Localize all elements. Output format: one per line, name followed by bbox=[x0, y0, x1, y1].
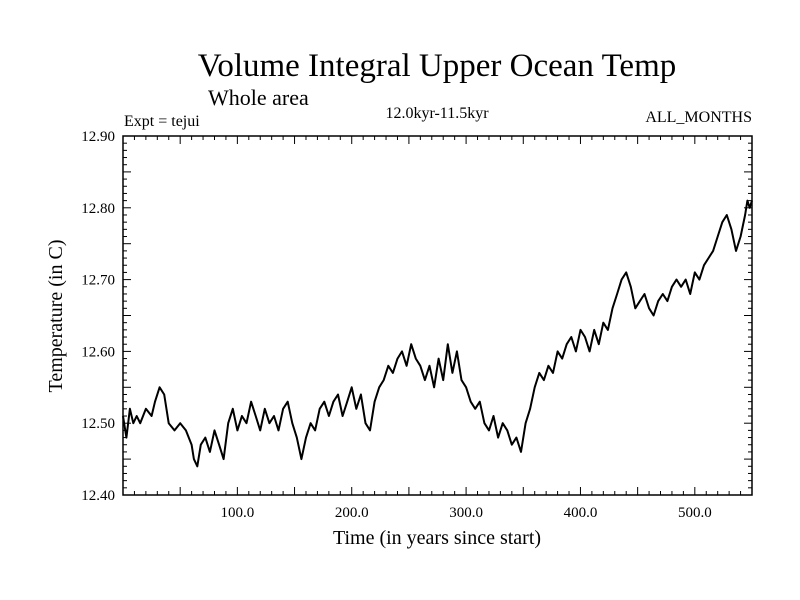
x-axis-label: Time (in years since start) bbox=[333, 527, 541, 549]
plot-frame bbox=[122, 135, 753, 496]
axis-tick-labels: 100.0 200.0 300.0 400.0 500.0 12.40 12.50 12.60… bbox=[81, 129, 711, 521]
y-tick-label: 12.40 bbox=[81, 488, 115, 504]
time-range-label: 12.0kyr-11.5kyr bbox=[385, 105, 489, 122]
x-tick-label: 400.0 bbox=[564, 505, 598, 521]
y-tick-label: 12.50 bbox=[81, 416, 115, 432]
y-tick-label: 12.90 bbox=[81, 129, 115, 145]
y-tick-label: 12.80 bbox=[81, 201, 115, 217]
y-tick-label: 12.60 bbox=[81, 344, 115, 360]
months-label: ALL_MONTHS bbox=[645, 109, 752, 126]
chart-title: Volume Integral Upper Ocean Temp bbox=[198, 48, 676, 84]
temperature-series-line bbox=[122, 199, 753, 468]
y-tick-label: 12.70 bbox=[81, 273, 115, 289]
x-tick-label: 100.0 bbox=[220, 505, 254, 521]
chart-subtitle: Whole area bbox=[208, 85, 309, 110]
x-tick-label: 200.0 bbox=[335, 505, 369, 521]
experiment-label: Expt = tejui bbox=[124, 113, 200, 130]
y-axis-label: Temperature (in C) bbox=[45, 240, 67, 393]
x-tick-label: 500.0 bbox=[678, 505, 712, 521]
x-tick-label: 300.0 bbox=[449, 505, 483, 521]
